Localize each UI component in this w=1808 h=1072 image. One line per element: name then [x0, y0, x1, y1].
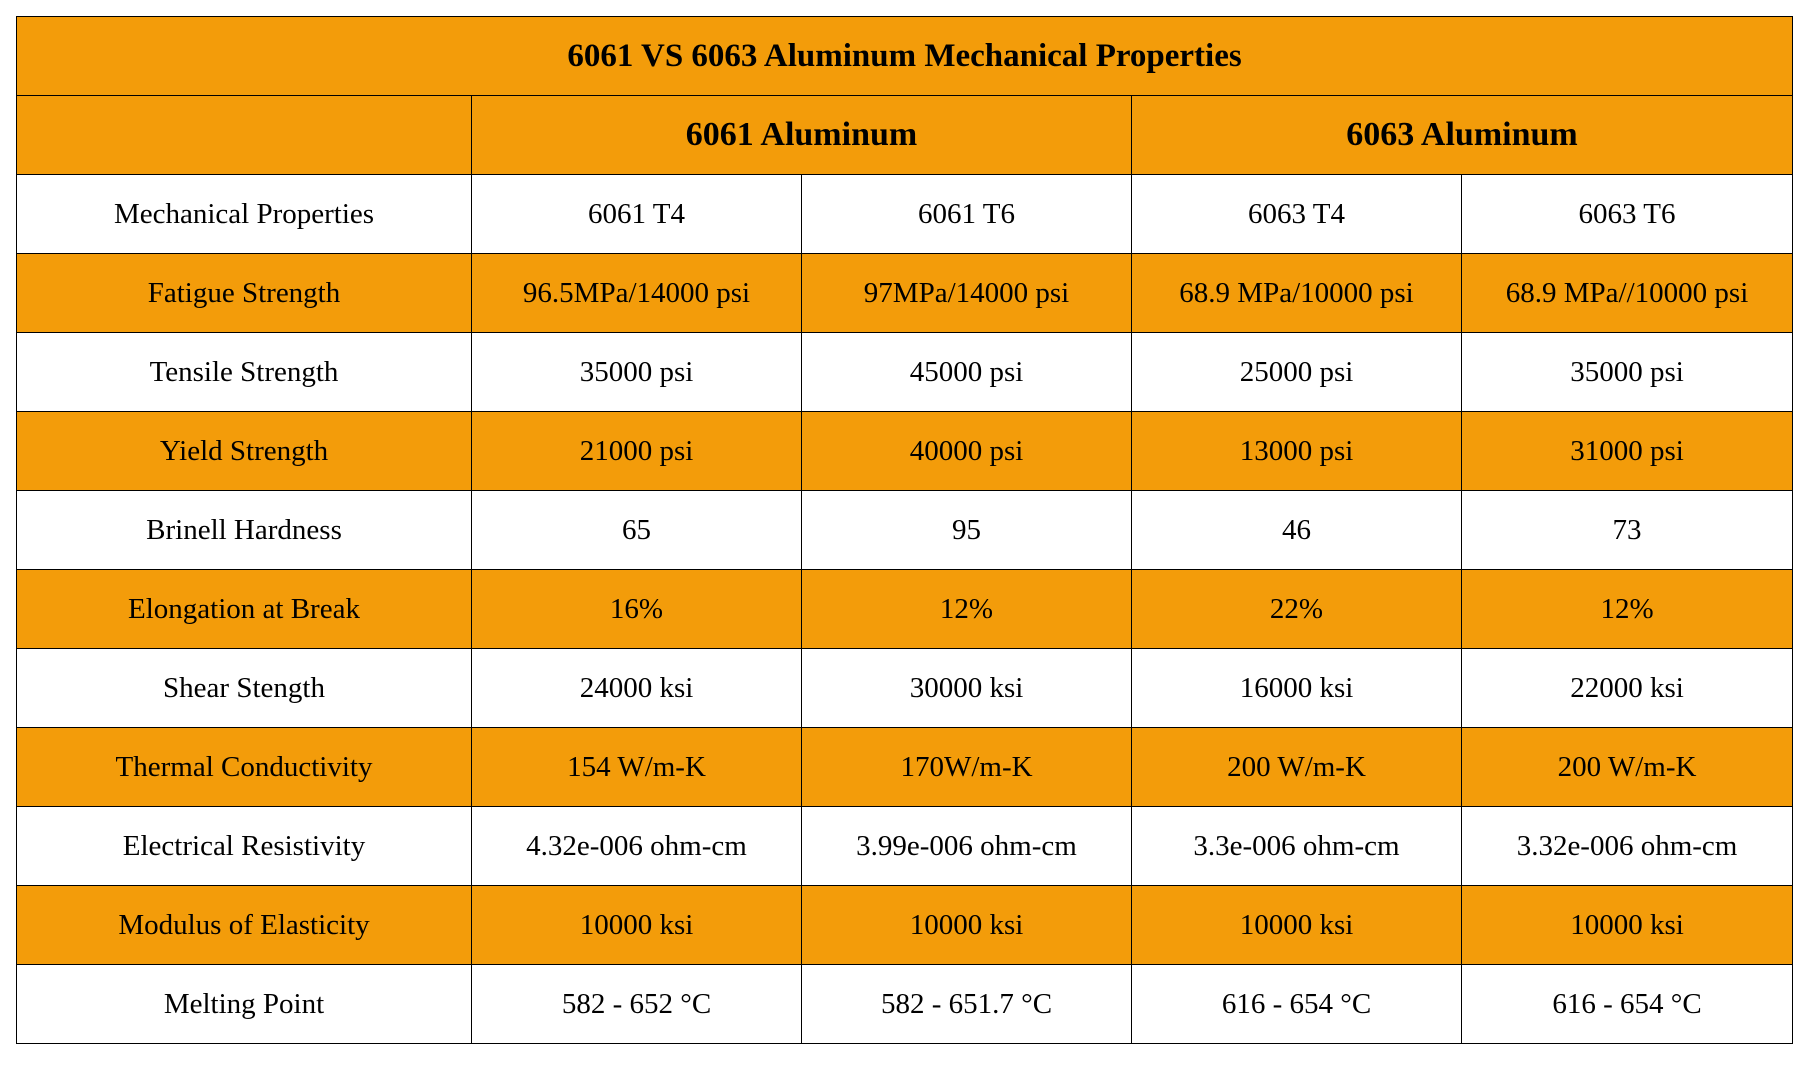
- table-cell: 40000 psi: [801, 411, 1132, 491]
- table-row: Modulus of Elasticity 10000 ksi 10000 ksi 1…: [16, 885, 1794, 965]
- row-label: Brinell Hardness: [16, 490, 472, 570]
- table-cell: 582 - 652 °C: [471, 964, 802, 1044]
- table-cell: 200 W/m-K: [1460, 727, 1794, 807]
- table-row: Tensile Strength 35000 psi 45000 psi 25000 …: [16, 332, 1794, 412]
- row-label: Yield Strength: [16, 411, 472, 491]
- table-cell: 65: [471, 490, 802, 570]
- row-label: Thermal Conductivity: [16, 727, 472, 807]
- row-label: Elongation at Break: [16, 569, 472, 649]
- column-header-6061-t4: 6061 T4: [471, 174, 802, 254]
- table-cell: 10000 ksi: [801, 885, 1132, 965]
- table-cell: 45000 psi: [801, 332, 1132, 412]
- column-header-6063-t6: 6063 T6: [1460, 174, 1794, 254]
- table-cell: 616 - 654 °C: [1460, 964, 1794, 1044]
- column-header-property: Mechanical Properties: [16, 174, 472, 254]
- row-label: Tensile Strength: [16, 332, 472, 412]
- row-label: Shear Stength: [16, 648, 472, 728]
- group-header-row: 6061 Aluminum 6063 Aluminum: [16, 95, 1794, 175]
- column-header-6063-t4: 6063 T4: [1131, 174, 1462, 254]
- group-header-6061: 6061 Aluminum: [471, 95, 1132, 175]
- table-cell: 3.99e-006 ohm-cm: [801, 806, 1132, 886]
- row-label: Fatigue Strength: [16, 253, 472, 333]
- table-cell: 12%: [801, 569, 1132, 649]
- table-cell: 31000 psi: [1460, 411, 1794, 491]
- table-cell: 97MPa/14000 psi: [801, 253, 1132, 333]
- group-header-empty: [16, 95, 472, 175]
- table-cell: 35000 psi: [1460, 332, 1794, 412]
- table-cell: 30000 ksi: [801, 648, 1132, 728]
- group-header-6063: 6063 Aluminum: [1130, 95, 1794, 175]
- table-cell: 24000 ksi: [471, 648, 802, 728]
- table-row: Fatigue Strength 96.5MPa/14000 psi 97MPa/1…: [16, 253, 1794, 333]
- table-cell: 13000 psi: [1131, 411, 1462, 491]
- table-row: Electrical Resistivity 4.32e-006 ohm-cm 3.…: [16, 806, 1794, 886]
- table-body: 6061 VS 6063 Aluminum Mechanical Propert…: [15, 16, 1794, 1044]
- table-row: Brinell Hardness 65 95 46 73: [16, 490, 1794, 570]
- table-row: Shear Stength 24000 ksi 30000 ksi 16000 ksi…: [16, 648, 1794, 728]
- table-cell: 3.32e-006 ohm-cm: [1460, 806, 1794, 886]
- column-header-6061-t6: 6061 T6: [801, 174, 1132, 254]
- table-cell: 16%: [471, 569, 802, 649]
- table-cell: 154 W/m-K: [471, 727, 802, 807]
- table-cell: 68.9 MPa//10000 psi: [1460, 253, 1794, 333]
- table-cell: 10000 ksi: [1131, 885, 1462, 965]
- table-cell: 68.9 MPa/10000 psi: [1131, 253, 1462, 333]
- table-cell: 10000 ksi: [471, 885, 802, 965]
- row-label: Electrical Resistivity: [16, 806, 472, 886]
- table-cell: 582 - 651.7 °C: [801, 964, 1132, 1044]
- table-cell: 16000 ksi: [1131, 648, 1462, 728]
- table-cell: 95: [801, 490, 1132, 570]
- table-cell: 73: [1460, 490, 1794, 570]
- table-cell: 170W/m-K: [801, 727, 1132, 807]
- row-label: Modulus of Elasticity: [16, 885, 472, 965]
- table-cell: 35000 psi: [471, 332, 802, 412]
- table-cell: 12%: [1460, 569, 1794, 649]
- table-cell: 200 W/m-K: [1131, 727, 1462, 807]
- title-row: 6061 VS 6063 Aluminum Mechanical Propert…: [15, 16, 1794, 96]
- column-header-row: Mechanical Properties 6061 T4 6061 T6 60…: [16, 174, 1794, 254]
- table-row: Elongation at Break 16% 12% 22% 12%: [16, 569, 1794, 649]
- table-cell: 3.3e-006 ohm-cm: [1131, 806, 1462, 886]
- table-cell: 22000 ksi: [1460, 648, 1794, 728]
- table-cell: 10000 ksi: [1460, 885, 1794, 965]
- table-title: 6061 VS 6063 Aluminum Mechanical Propert…: [15, 16, 1794, 96]
- table-cell: 22%: [1131, 569, 1462, 649]
- row-label: Melting Point: [16, 964, 472, 1044]
- table-cell: 4.32e-006 ohm-cm: [471, 806, 802, 886]
- properties-table: 6061 VS 6063 Aluminum Mechanical Propert…: [15, 16, 1794, 1044]
- table-cell: 46: [1131, 490, 1462, 570]
- table-row: Thermal Conductivity 154 W/m-K 170W/m-K 200…: [16, 727, 1794, 807]
- table-cell: 25000 psi: [1131, 332, 1462, 412]
- table-row: Yield Strength 21000 psi 40000 psi 13000 ps…: [16, 411, 1794, 491]
- table-cell: 21000 psi: [471, 411, 802, 491]
- table-cell: 616 - 654 °C: [1131, 964, 1462, 1044]
- table-cell: 96.5MPa/14000 psi: [471, 253, 802, 333]
- table-row: Melting Point 582 - 652 °C 582 - 651.7 °C 6…: [16, 964, 1794, 1044]
